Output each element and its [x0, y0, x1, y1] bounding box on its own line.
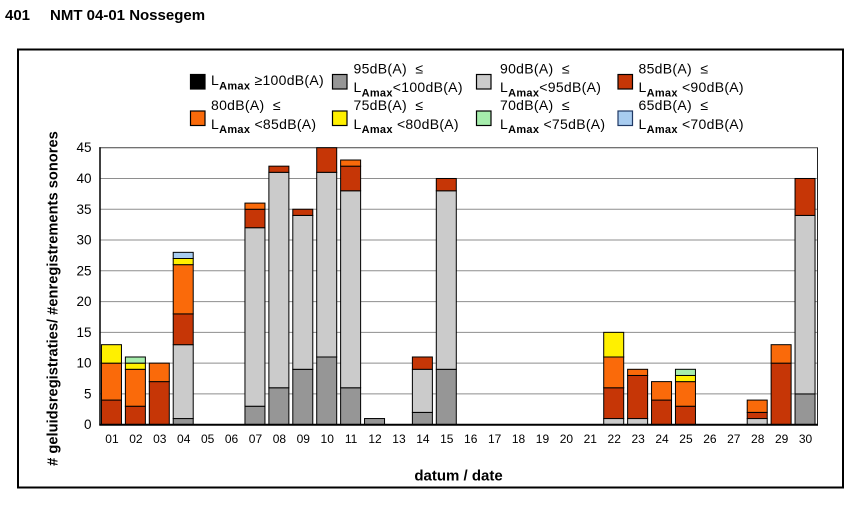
svg-text:0: 0 [84, 417, 92, 432]
svg-text:15: 15 [76, 325, 91, 340]
svg-text:06: 06 [225, 432, 239, 446]
svg-text:16: 16 [464, 432, 478, 446]
svg-text:45: 45 [76, 140, 91, 155]
svg-text:# geluidsregistraties/ #enregi: # geluidsregistraties/ #enregistrements … [46, 131, 62, 466]
svg-text:datum / date: datum / date [414, 468, 502, 485]
svg-text:15: 15 [440, 432, 454, 446]
svg-text:LAmax ≥100dB(A): LAmax ≥100dB(A) [211, 72, 324, 92]
svg-text:75dB(A) ≤: 75dB(A) ≤ [354, 97, 424, 113]
svg-text:NMT 04-01 Nossegem: NMT 04-01 Nossegem [50, 7, 205, 24]
svg-text:30: 30 [799, 432, 813, 446]
svg-text:30: 30 [76, 233, 91, 248]
svg-text:11: 11 [345, 432, 358, 446]
svg-text:19: 19 [536, 432, 550, 446]
svg-text:03: 03 [153, 432, 167, 446]
svg-text:29: 29 [775, 432, 789, 446]
svg-text:40: 40 [76, 171, 91, 186]
svg-text:23: 23 [631, 432, 645, 446]
svg-text:17: 17 [488, 432, 502, 446]
svg-text:26: 26 [703, 432, 717, 446]
svg-text:05: 05 [201, 432, 215, 446]
svg-text:04: 04 [177, 432, 191, 446]
svg-text:85dB(A) ≤: 85dB(A) ≤ [639, 60, 709, 76]
svg-text:01: 01 [105, 432, 119, 446]
svg-text:22: 22 [608, 432, 622, 446]
svg-text:80dB(A) ≤: 80dB(A) ≤ [211, 97, 281, 113]
svg-text:35: 35 [76, 202, 91, 217]
svg-text:08: 08 [273, 432, 287, 446]
svg-text:28: 28 [751, 432, 765, 446]
svg-text:5: 5 [84, 386, 92, 401]
svg-text:12: 12 [368, 432, 382, 446]
svg-text:24: 24 [655, 432, 669, 446]
svg-text:20: 20 [560, 432, 574, 446]
svg-text:70dB(A) ≤: 70dB(A) ≤ [500, 97, 570, 113]
svg-text:09: 09 [297, 432, 311, 446]
svg-text:65dB(A) ≤: 65dB(A) ≤ [639, 97, 709, 113]
svg-text:401: 401 [5, 7, 30, 24]
svg-text:20: 20 [76, 294, 91, 309]
svg-text:14: 14 [416, 432, 430, 446]
svg-text:10: 10 [321, 432, 335, 446]
svg-text:95dB(A) ≤: 95dB(A) ≤ [354, 60, 424, 76]
svg-text:02: 02 [129, 432, 143, 446]
svg-text:27: 27 [727, 432, 741, 446]
svg-text:25: 25 [76, 263, 91, 278]
svg-text:13: 13 [392, 432, 406, 446]
svg-text:07: 07 [249, 432, 263, 446]
svg-text:90dB(A) ≤: 90dB(A) ≤ [500, 60, 570, 76]
svg-text:25: 25 [679, 432, 693, 446]
svg-text:10: 10 [76, 356, 91, 371]
svg-text:21: 21 [584, 432, 598, 446]
svg-text:18: 18 [512, 432, 526, 446]
